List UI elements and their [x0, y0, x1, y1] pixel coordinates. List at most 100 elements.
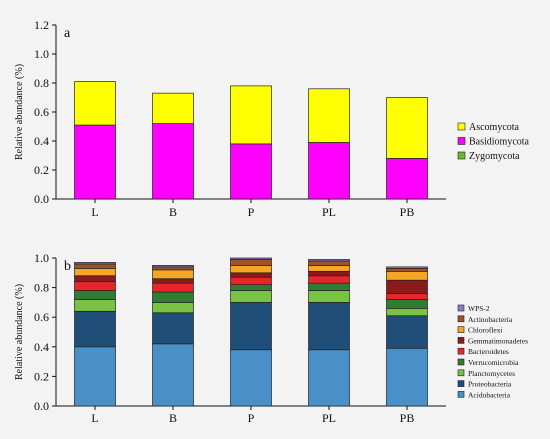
y-tick-label: 1.0 [34, 251, 49, 265]
x-tick-label: B [169, 205, 177, 219]
bar-segment [74, 262, 116, 265]
bar-segment [308, 270, 350, 277]
bar-segment [152, 92, 194, 124]
bar-segment [152, 302, 194, 314]
bar-segment [230, 259, 272, 266]
legend-label: Ascomycota [469, 122, 520, 133]
legend-label: Acidobacteria [468, 390, 511, 399]
y-tick-label: 0.2 [34, 369, 49, 383]
panel-label: a [64, 26, 71, 41]
x-tick-label: PL [322, 205, 336, 219]
bar-segment [230, 276, 272, 285]
legend-label: Chloroflexi [468, 326, 503, 335]
legend-swatch [457, 347, 465, 355]
legend-swatch [457, 391, 465, 398]
legend-label: Zygomycota [469, 151, 520, 162]
bar-segment [386, 279, 428, 294]
legend-label: Planctomycetes [468, 369, 515, 378]
bar-segment [74, 281, 116, 291]
bar-segment [386, 270, 428, 281]
legend-label: Actinobacteria [468, 315, 513, 324]
y-axis-label: Relative abundance (%) [14, 64, 25, 160]
x-tick-label: L [91, 411, 98, 425]
bar-segment [308, 260, 350, 266]
bar-segment [386, 266, 428, 269]
bar-segment [74, 299, 116, 312]
legend-swatch [457, 122, 466, 131]
x-tick-label: P [248, 205, 255, 219]
y-tick-label: 1.0 [34, 47, 49, 61]
x-tick-label: PB [400, 205, 415, 219]
legend-label: Proteobacteria [468, 380, 512, 389]
legend-label: Verrucomicrobia [468, 358, 519, 367]
bar-segment [230, 265, 272, 274]
bar-segment [152, 312, 194, 345]
bar-segment [230, 85, 272, 145]
x-tick-label: PB [400, 411, 415, 425]
legend-label: Basidiomycota [469, 137, 530, 148]
bar-segment [230, 272, 272, 278]
legend-label: Gemmatimonadetes [468, 336, 528, 345]
bar-segment [74, 124, 116, 200]
bar-segment [308, 259, 350, 262]
bar-segment [308, 88, 350, 143]
bar-segment [74, 81, 116, 126]
bar-segment [152, 282, 194, 293]
x-tick-label: B [169, 411, 177, 425]
bar-segment [308, 142, 350, 200]
legend-swatch [457, 380, 465, 387]
x-tick-label: L [91, 205, 98, 219]
bar-segment [152, 265, 194, 268]
y-tick-label: 0.6 [34, 310, 49, 324]
bar-segment [152, 278, 194, 284]
y-tick-label: 0.2 [34, 163, 49, 177]
bar-segment [308, 282, 350, 291]
y-tick-label: 0.0 [34, 399, 49, 413]
bar-segment [386, 307, 428, 317]
y-tick-label: 1.2 [34, 18, 49, 32]
bar-segment [386, 347, 428, 407]
legend-swatch [457, 137, 466, 145]
y-axis-label: Relative abundance (%) [14, 284, 25, 380]
y-tick-label: 0.0 [34, 192, 49, 206]
bar-segment [74, 290, 116, 300]
y-tick-label: 0.8 [34, 76, 49, 90]
legend-swatch [457, 326, 465, 333]
bar-segment [386, 97, 428, 159]
bar-segment [74, 268, 116, 277]
bar-segment [230, 302, 272, 351]
bar-segment [386, 268, 428, 272]
legend-swatch [457, 315, 465, 323]
bar-segment [152, 269, 194, 280]
y-tick-label: 0.6 [34, 105, 49, 119]
bar-segment [74, 275, 116, 283]
legend-swatch [457, 151, 466, 160]
x-tick-label: P [248, 411, 255, 425]
legend-label: Bacteroidetes [468, 347, 509, 356]
legend-swatch [457, 337, 465, 344]
bar-segment [386, 293, 428, 300]
bar-segment [74, 310, 116, 348]
y-tick-label: 0.4 [34, 340, 49, 354]
bar-segment [152, 266, 194, 271]
y-tick-label: 0.8 [34, 281, 49, 295]
bar-segment [386, 315, 428, 349]
bar-segment [230, 349, 272, 407]
bar-segment [152, 291, 194, 303]
x-tick-label: PL [322, 411, 336, 425]
bar-segment [152, 123, 194, 200]
bar-segment [308, 302, 350, 351]
panel-label: b [64, 259, 71, 274]
bar-segment [74, 263, 116, 269]
bar-segment [230, 290, 272, 303]
bar-segment [230, 257, 272, 260]
bar-segment [386, 299, 428, 309]
bar-segment [308, 290, 350, 303]
bar-segment [230, 143, 272, 200]
y-tick-label: 0.4 [34, 134, 49, 148]
bar-segment [308, 275, 350, 284]
legend-swatch [457, 369, 465, 377]
bar-segment [74, 346, 116, 407]
